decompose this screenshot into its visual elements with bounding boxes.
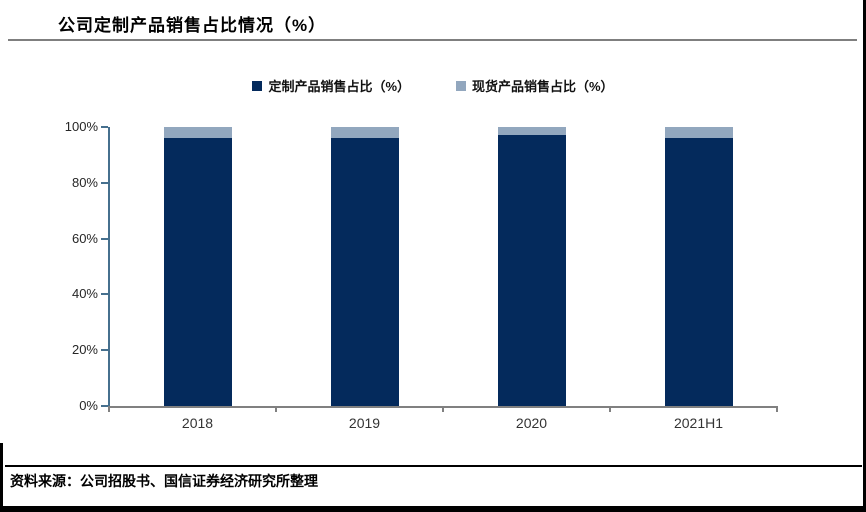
x-axis-tick xyxy=(609,406,611,412)
y-axis-tick xyxy=(101,237,108,240)
bar-2021H1 xyxy=(664,127,733,406)
legend-swatch-custom-icon xyxy=(252,80,263,91)
x-tick-label-2021H1: 2021H1 xyxy=(673,415,724,431)
x-axis-tick xyxy=(442,406,444,412)
bar-segment-custom-2019 xyxy=(330,138,399,406)
y-tick-label: 60% xyxy=(71,230,98,246)
bar-segment-custom-2021H1 xyxy=(664,138,733,406)
bar-segment-spot-2018 xyxy=(163,127,232,139)
x-tick-label-2020: 2020 xyxy=(515,415,548,431)
y-axis-tick xyxy=(101,405,108,407)
legend-label-custom: 定制产品销售占比（%） xyxy=(268,79,410,94)
y-axis-tick xyxy=(101,293,108,296)
y-tick-label: 20% xyxy=(71,342,98,358)
bar-segment-spot-2020 xyxy=(497,127,566,136)
y-tick-label: 40% xyxy=(71,286,98,302)
chart-title: 公司定制产品销售占比情况（%） xyxy=(58,16,327,35)
y-tick-label: 80% xyxy=(71,174,98,190)
x-tick-label-2018: 2018 xyxy=(181,415,214,431)
y-axis-tick xyxy=(101,181,108,184)
x-axis-tick xyxy=(108,406,110,412)
bar-2020 xyxy=(497,127,566,406)
chart-legend: 定制产品销售占比（%） 现货产品销售占比（%） xyxy=(0,76,866,95)
bar-2018 xyxy=(163,127,232,406)
source-note: 资料来源：公司招股书、国信证券经济研究所整理 xyxy=(10,473,318,489)
legend-swatch-spot-icon xyxy=(456,80,466,91)
y-axis-line xyxy=(108,127,110,406)
y-axis-tick xyxy=(101,349,108,352)
x-axis-tick xyxy=(776,406,778,412)
bottom-border xyxy=(0,506,866,512)
title-underline xyxy=(8,39,857,41)
bar-2019 xyxy=(330,127,399,406)
x-axis-tick xyxy=(275,406,277,412)
bar-segment-spot-2019 xyxy=(330,127,399,139)
bar-segment-custom-2018 xyxy=(163,138,232,406)
y-axis-tick xyxy=(101,126,108,128)
bar-segment-custom-2020 xyxy=(497,135,566,406)
bar-segment-spot-2021H1 xyxy=(664,127,733,139)
legend-label-spot: 现货产品销售占比（%） xyxy=(472,79,614,94)
footer-divider xyxy=(5,465,862,467)
right-border xyxy=(863,0,866,512)
y-tick-label: 100% xyxy=(64,119,98,134)
legend-item-spot: 现货产品销售占比（%） xyxy=(456,76,614,95)
y-tick-label: 0% xyxy=(79,398,98,413)
x-tick-label-2019: 2019 xyxy=(348,415,381,431)
left-border-fragment xyxy=(0,443,3,512)
legend-item-custom: 定制产品销售占比（%） xyxy=(252,76,410,95)
